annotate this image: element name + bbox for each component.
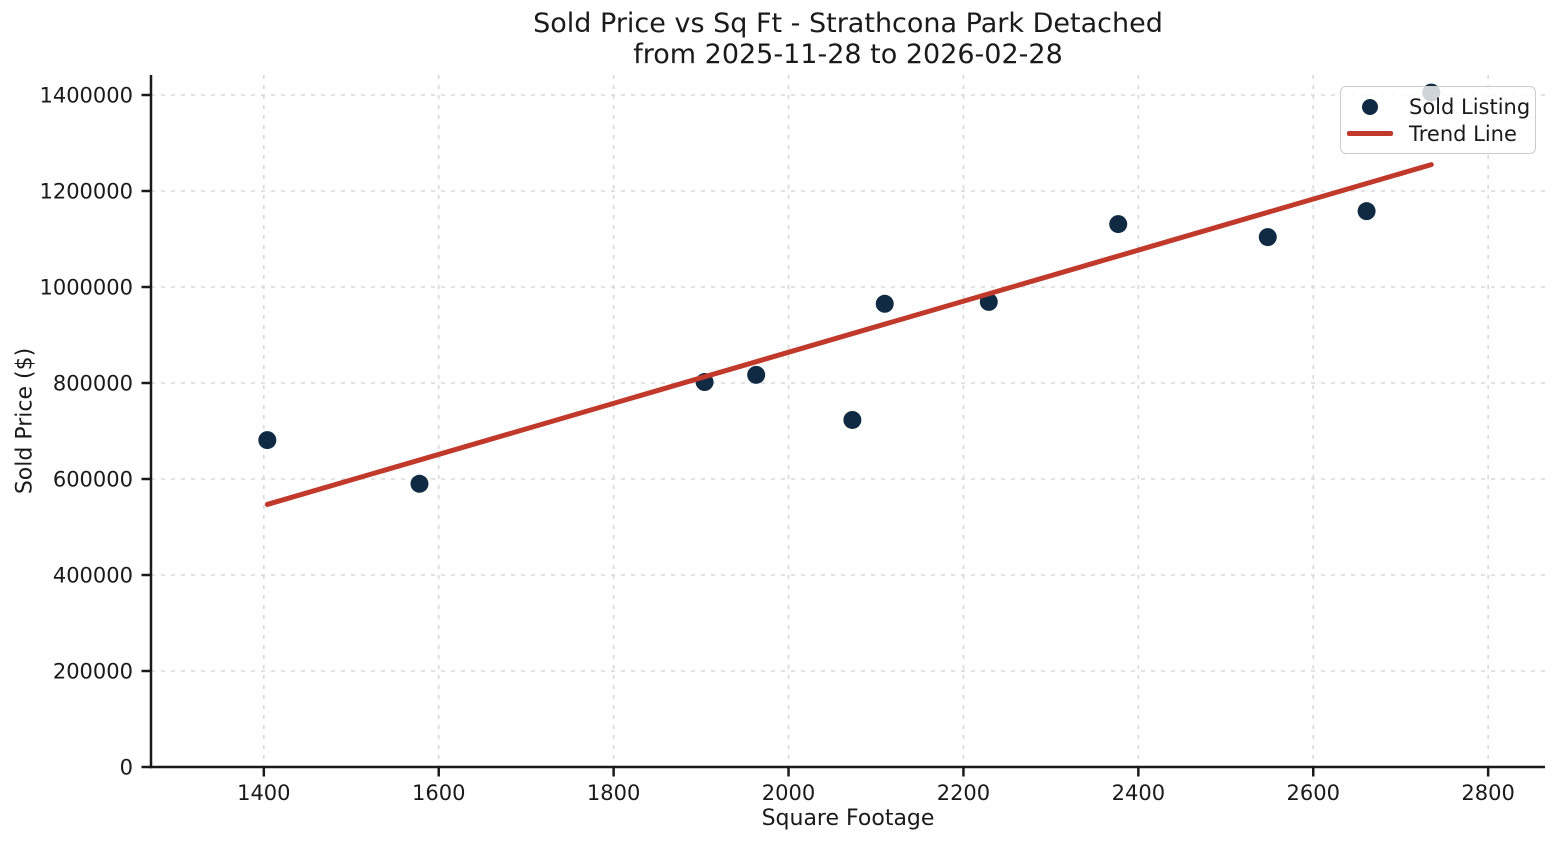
x-tick-label: 2400 [1112,781,1165,805]
y-tick-label: 1200000 [39,180,133,204]
scatter-point [258,431,277,450]
trend-line [264,162,1434,507]
y-tick-label: 800000 [53,372,133,396]
y-tick-label: 200000 [53,660,133,684]
legend-marker-cell [1347,131,1393,136]
x-tick-label: 2600 [1287,781,1340,805]
scatter-point [1109,215,1128,234]
x-axis-label: Square Footage [761,806,935,831]
scatter-point [747,365,766,384]
trend-line-icon [1347,131,1393,136]
legend-label: Sold Listing [1409,94,1531,119]
scatter-marker-icon [1362,98,1378,115]
x-tick-label: 2000 [762,781,815,805]
scatter-point [1357,202,1376,221]
scatter-point [875,294,894,313]
legend-item-trend-line: Trend Line [1347,120,1525,147]
x-tick-label: 1600 [412,781,465,805]
y-tick-label: 1000000 [39,276,133,300]
legend-marker-cell [1355,98,1385,115]
x-tick-label: 2200 [937,781,990,805]
chart-title: Sold Price vs Sq Ft - Strathcona Park De… [533,8,1163,39]
y-tick-label: 1400000 [39,84,133,108]
x-tick-label: 1800 [587,781,640,805]
legend-label: Trend Line [1409,121,1517,146]
y-tick-label: 0 [120,756,133,780]
chart-subtitle: from 2025-11-28 to 2026-02-28 [633,39,1063,70]
scatter-point [410,474,429,493]
x-tick-label: 1400 [237,781,290,805]
y-tick-label: 400000 [53,564,133,588]
scatter-point [843,410,862,429]
chart-title-block: Sold Price vs Sq Ft - Strathcona Park De… [151,8,1545,70]
legend-item-sold-listing: Sold Listing [1355,93,1530,120]
y-tick-label: 600000 [53,468,133,492]
scatter-point [1258,228,1277,247]
x-tick-label: 2800 [1461,781,1514,805]
legend: Sold Listing Trend Line [1340,86,1536,154]
y-axis-label: Sold Price ($) [12,347,38,495]
